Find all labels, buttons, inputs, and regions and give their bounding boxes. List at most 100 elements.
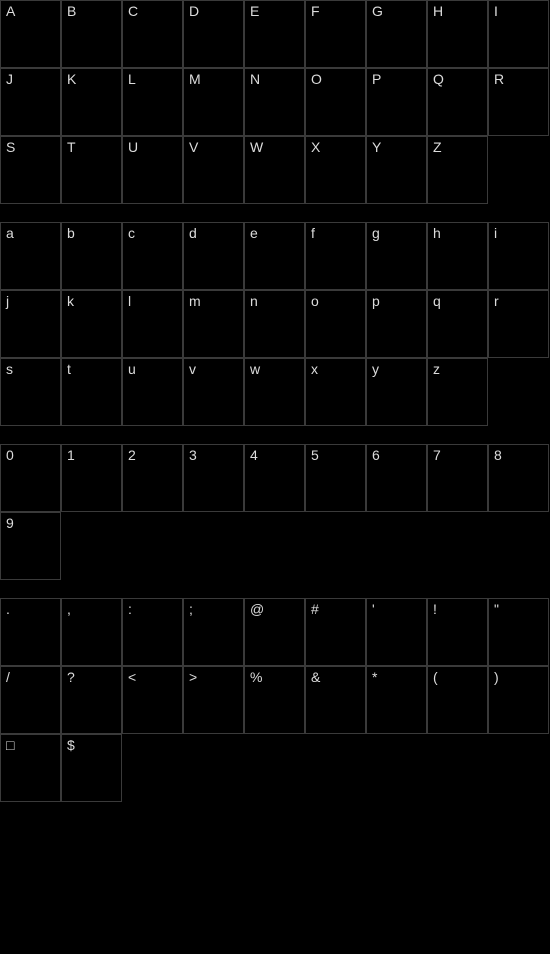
- glyph-cell: ": [488, 598, 549, 666]
- glyph-cell: B: [61, 0, 122, 68]
- glyph-cell: /: [0, 666, 61, 734]
- digits-grid: 012345678 9: [0, 444, 550, 580]
- glyph-cell: [244, 734, 305, 802]
- glyph-cell: b: [61, 222, 122, 290]
- glyph-cell: U: [122, 136, 183, 204]
- glyph-cell: g: [366, 222, 427, 290]
- glyph-cell: 1: [61, 444, 122, 512]
- glyph-cell: w: [244, 358, 305, 426]
- glyph-cell: j: [0, 290, 61, 358]
- glyph-cell: k: [61, 290, 122, 358]
- glyph-cell: h: [427, 222, 488, 290]
- glyph-cell: 3: [183, 444, 244, 512]
- glyph-cell: #: [305, 598, 366, 666]
- glyph-cell: q: [427, 290, 488, 358]
- glyph-cell: u: [122, 358, 183, 426]
- glyph-cell: @: [244, 598, 305, 666]
- glyph-cell: [61, 512, 122, 580]
- glyph-cell: y: [366, 358, 427, 426]
- glyph-cell: :: [122, 598, 183, 666]
- glyph-cell: d: [183, 222, 244, 290]
- glyph-cell: m: [183, 290, 244, 358]
- glyph-cell: ?: [61, 666, 122, 734]
- glyph-cell: 5: [305, 444, 366, 512]
- glyph-cell: E: [244, 0, 305, 68]
- glyph-cell: 9: [0, 512, 61, 580]
- glyph-cell: s: [0, 358, 61, 426]
- glyph-cell: [305, 512, 366, 580]
- glyph-cell: [244, 512, 305, 580]
- glyph-cell: &: [305, 666, 366, 734]
- glyph-cell: [427, 734, 488, 802]
- glyph-cell: 0: [0, 444, 61, 512]
- glyph-cell: [122, 734, 183, 802]
- glyph-cell: D: [183, 0, 244, 68]
- glyph-cell: G: [366, 0, 427, 68]
- glyph-cell: J: [0, 68, 61, 136]
- glyph-cell: K: [61, 68, 122, 136]
- glyph-cell: ): [488, 666, 549, 734]
- glyph-cell: [305, 734, 366, 802]
- glyph-cell: F: [305, 0, 366, 68]
- glyph-cell: C: [122, 0, 183, 68]
- glyph-cell: W: [244, 136, 305, 204]
- glyph-cell: S: [0, 136, 61, 204]
- glyph-cell: i: [488, 222, 549, 290]
- glyph-cell: [183, 512, 244, 580]
- glyph-cell: [488, 734, 549, 802]
- glyph-cell: >: [183, 666, 244, 734]
- glyph-cell: p: [366, 290, 427, 358]
- glyph-cell: 2: [122, 444, 183, 512]
- glyph-cell: P: [366, 68, 427, 136]
- glyph-cell: a: [0, 222, 61, 290]
- glyph-cell: O: [305, 68, 366, 136]
- glyph-cell: n: [244, 290, 305, 358]
- glyph-cell: ,: [61, 598, 122, 666]
- glyph-cell: x: [305, 358, 366, 426]
- glyph-cell: 6: [366, 444, 427, 512]
- glyph-cell: o: [305, 290, 366, 358]
- glyph-cell: X: [305, 136, 366, 204]
- glyph-cell: e: [244, 222, 305, 290]
- glyph-cell: [488, 136, 549, 204]
- glyph-cell: 4: [244, 444, 305, 512]
- glyph-cell: $: [61, 734, 122, 802]
- glyph-cell: [488, 358, 549, 426]
- symbols-grid: .,:;@#'!" /?<>%&*() □$: [0, 598, 550, 802]
- glyph-cell: (: [427, 666, 488, 734]
- glyph-cell: [183, 734, 244, 802]
- glyph-cell: *: [366, 666, 427, 734]
- glyph-cell: [427, 512, 488, 580]
- glyph-cell: N: [244, 68, 305, 136]
- glyph-cell: L: [122, 68, 183, 136]
- glyph-cell: V: [183, 136, 244, 204]
- glyph-cell: Q: [427, 68, 488, 136]
- glyph-cell: [366, 512, 427, 580]
- glyph-cell: Y: [366, 136, 427, 204]
- glyph-cell: l: [122, 290, 183, 358]
- glyph-cell: t: [61, 358, 122, 426]
- glyph-cell: c: [122, 222, 183, 290]
- glyph-cell: 8: [488, 444, 549, 512]
- glyph-cell: <: [122, 666, 183, 734]
- glyph-cell: %: [244, 666, 305, 734]
- glyph-cell: [366, 734, 427, 802]
- glyph-cell: f: [305, 222, 366, 290]
- glyph-cell: ': [366, 598, 427, 666]
- glyph-cell: I: [488, 0, 549, 68]
- glyph-cell: □: [0, 734, 61, 802]
- glyph-cell: [488, 512, 549, 580]
- glyph-cell: v: [183, 358, 244, 426]
- glyph-cell: M: [183, 68, 244, 136]
- glyph-cell: [122, 512, 183, 580]
- glyph-cell: T: [61, 136, 122, 204]
- glyph-cell: .: [0, 598, 61, 666]
- glyph-cell: R: [488, 68, 549, 136]
- glyph-cell: !: [427, 598, 488, 666]
- lowercase-grid: abcdefghijklmnopqrstuvwxyz: [0, 222, 550, 426]
- glyph-cell: ;: [183, 598, 244, 666]
- glyph-cell: 7: [427, 444, 488, 512]
- glyph-cell: Z: [427, 136, 488, 204]
- glyph-cell: z: [427, 358, 488, 426]
- uppercase-grid: ABCDEFGHIJKLMNOPQRSTUVWXYZ: [0, 0, 550, 204]
